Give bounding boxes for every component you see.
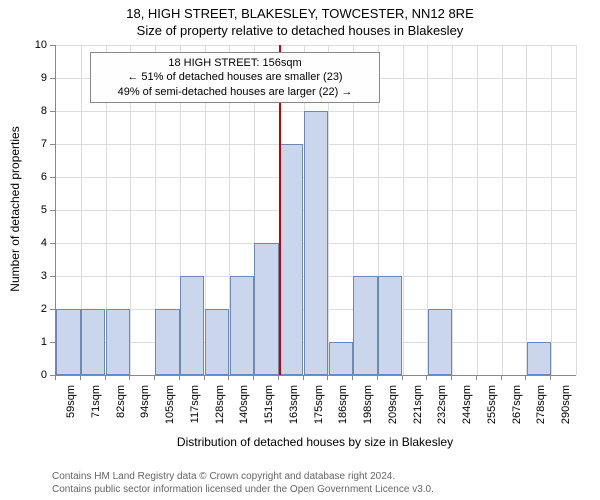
xtick-label: 105sqm	[164, 385, 176, 435]
ytick-mark	[50, 243, 55, 244]
xtick-mark	[402, 375, 403, 380]
xtick-label: 267sqm	[511, 385, 523, 435]
ytick-label: 2	[17, 303, 47, 315]
ytick-label: 1	[17, 336, 47, 348]
xtick-label: 186sqm	[337, 385, 349, 435]
bar	[155, 309, 179, 375]
x-axis-label: Distribution of detached houses by size …	[55, 435, 575, 449]
ytick-mark	[50, 177, 55, 178]
ytick-label: 0	[17, 369, 47, 381]
xtick-mark	[303, 375, 304, 380]
ytick-label: 8	[17, 105, 47, 117]
xtick-mark	[154, 375, 155, 380]
bar	[279, 144, 303, 375]
xtick-mark	[525, 375, 526, 380]
footer-line2: Contains public sector information licen…	[52, 483, 434, 496]
xtick-label: 151sqm	[263, 385, 275, 435]
xtick-mark	[352, 375, 353, 380]
bar	[106, 309, 130, 375]
ytick-mark	[50, 210, 55, 211]
xtick-mark	[80, 375, 81, 380]
chart-container: 18, HIGH STREET, BLAKESLEY, TOWCESTER, N…	[0, 0, 600, 500]
bar	[56, 309, 80, 375]
xtick-mark	[476, 375, 477, 380]
xtick-mark	[253, 375, 254, 380]
xtick-mark	[129, 375, 130, 380]
annotation-box: 18 HIGH STREET: 156sqm ← 51% of detached…	[90, 52, 380, 103]
xtick-label: 209sqm	[387, 385, 399, 435]
gridline-h	[56, 45, 576, 46]
ytick-mark	[50, 276, 55, 277]
gridline-v	[403, 45, 404, 375]
xtick-mark	[451, 375, 452, 380]
bar	[329, 342, 353, 375]
xtick-label: 221sqm	[412, 385, 424, 435]
footer-line1: Contains HM Land Registry data © Crown c…	[52, 470, 434, 483]
ytick-label: 7	[17, 138, 47, 150]
xtick-label: 117sqm	[189, 385, 201, 435]
xtick-label: 128sqm	[214, 385, 226, 435]
bar	[205, 309, 229, 375]
annotation-line2: ← 51% of detached houses are smaller (23…	[97, 70, 373, 84]
xtick-label: 82sqm	[115, 385, 127, 435]
xtick-label: 71sqm	[90, 385, 102, 435]
ytick-label: 3	[17, 270, 47, 282]
xtick-label: 94sqm	[139, 385, 151, 435]
bar	[378, 276, 402, 375]
xtick-mark	[327, 375, 328, 380]
xtick-mark	[179, 375, 180, 380]
ytick-label: 10	[17, 39, 47, 51]
xtick-mark	[105, 375, 106, 380]
annotation-line1: 18 HIGH STREET: 156sqm	[97, 56, 373, 70]
bar	[353, 276, 377, 375]
ytick-label: 9	[17, 72, 47, 84]
xtick-label: 232sqm	[436, 385, 448, 435]
xtick-mark	[550, 375, 551, 380]
xtick-label: 198sqm	[362, 385, 374, 435]
gridline-v	[452, 45, 453, 375]
ytick-label: 6	[17, 171, 47, 183]
ytick-mark	[50, 309, 55, 310]
ytick-label: 4	[17, 237, 47, 249]
bar	[428, 309, 452, 375]
xtick-label: 140sqm	[238, 385, 250, 435]
gridline-v	[477, 45, 478, 375]
xtick-mark	[426, 375, 427, 380]
xtick-label: 163sqm	[288, 385, 300, 435]
bar	[527, 342, 551, 375]
gridline-v	[576, 45, 577, 375]
gridline-v	[502, 45, 503, 375]
xtick-label: 290sqm	[560, 385, 572, 435]
ytick-mark	[50, 78, 55, 79]
ytick-mark	[50, 111, 55, 112]
xtick-label: 244sqm	[461, 385, 473, 435]
chart-title-line1: 18, HIGH STREET, BLAKESLEY, TOWCESTER, N…	[0, 0, 600, 21]
ytick-label: 5	[17, 204, 47, 216]
xtick-label: 175sqm	[313, 385, 325, 435]
ytick-mark	[50, 144, 55, 145]
bar	[304, 111, 328, 375]
xtick-mark	[501, 375, 502, 380]
bar	[254, 243, 278, 375]
footer-text: Contains HM Land Registry data © Crown c…	[52, 470, 434, 496]
bar	[230, 276, 254, 375]
gridline-v	[551, 45, 552, 375]
xtick-mark	[228, 375, 229, 380]
chart-title-line2: Size of property relative to detached ho…	[0, 21, 600, 38]
xtick-label: 255sqm	[486, 385, 498, 435]
xtick-mark	[204, 375, 205, 380]
ytick-mark	[50, 45, 55, 46]
bar	[81, 309, 105, 375]
bar	[180, 276, 204, 375]
xtick-mark	[377, 375, 378, 380]
gridline-v	[526, 45, 527, 375]
xtick-mark	[278, 375, 279, 380]
ytick-mark	[50, 342, 55, 343]
annotation-line3: 49% of semi-detached houses are larger (…	[97, 85, 373, 99]
xtick-label: 278sqm	[535, 385, 547, 435]
xtick-mark	[55, 375, 56, 380]
xtick-label: 59sqm	[65, 385, 77, 435]
